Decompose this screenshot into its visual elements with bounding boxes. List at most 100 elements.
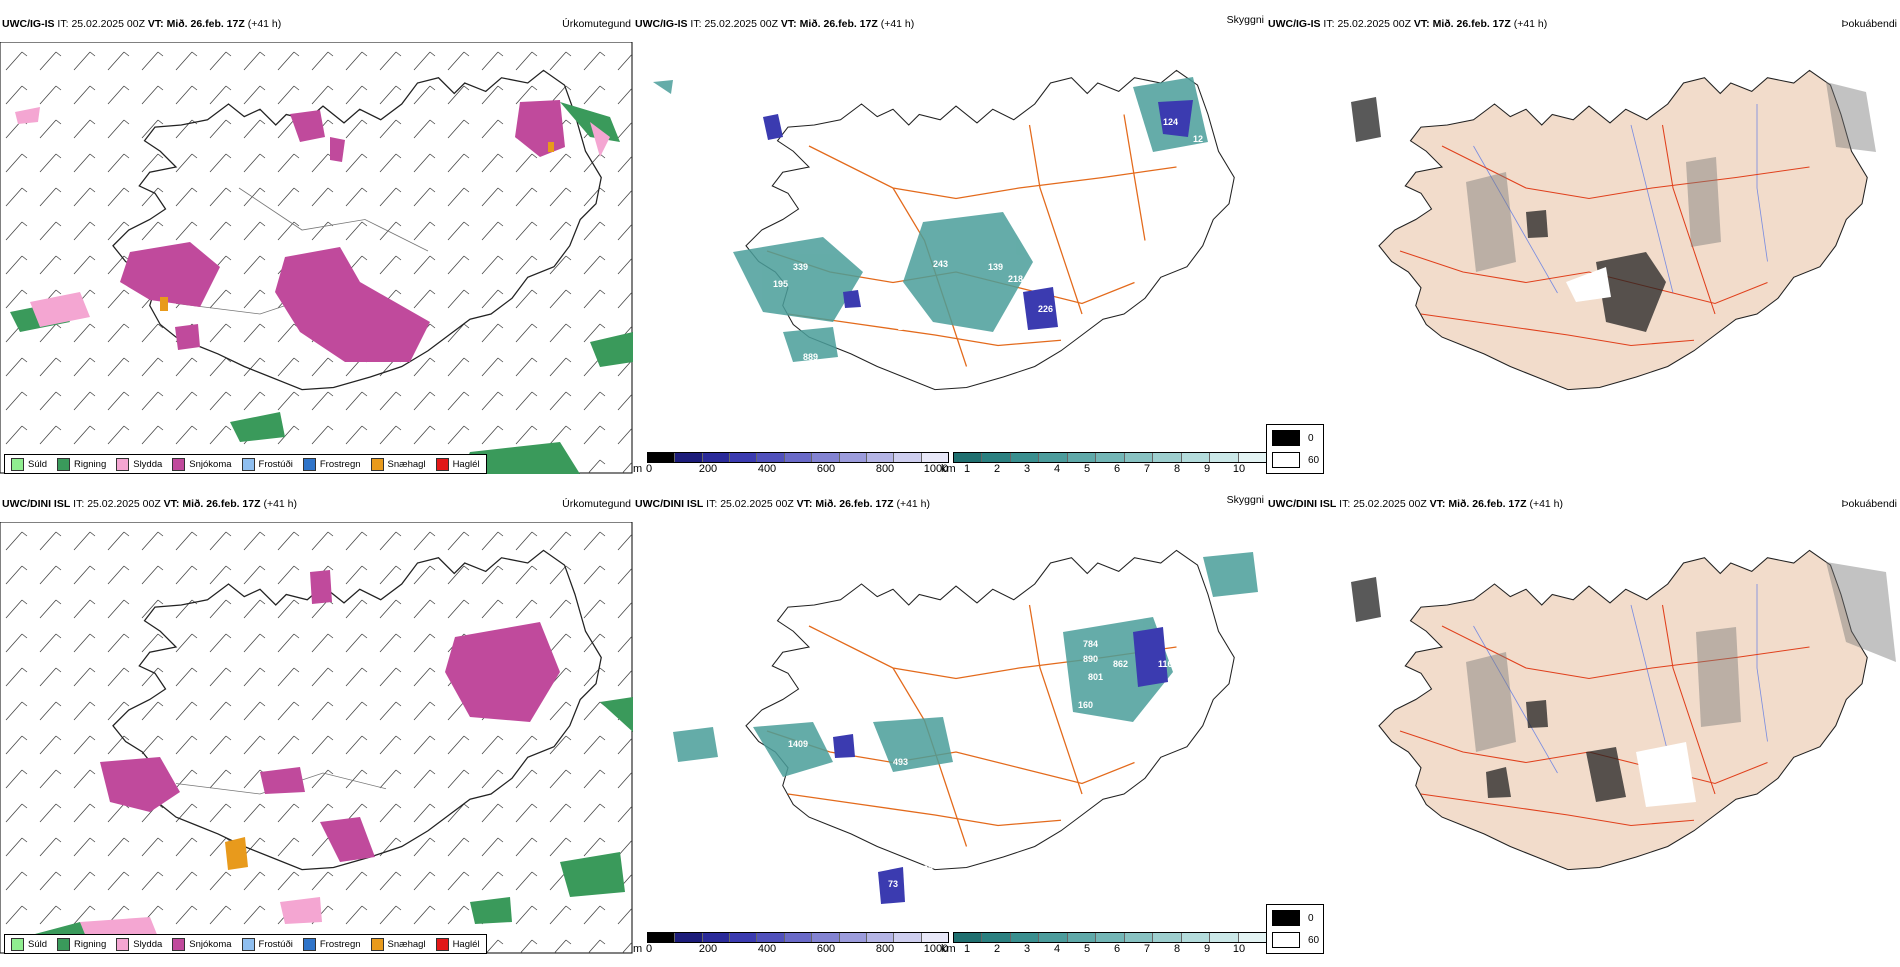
fog-swatch-0: [1272, 430, 1300, 446]
vis-label: 493: [893, 757, 908, 767]
legend-swatch: [302, 937, 316, 951]
visibility-panel-top: UWC/IG-IS IT: 25.02.2025 00Z VT: Mið. 26…: [633, 12, 1266, 487]
panel-header: UWC/IG-IS IT: 25.02.2025 00Z VT: Mið. 26…: [635, 14, 1264, 30]
vis-label: 226: [1038, 304, 1053, 314]
snow-pellets: [225, 837, 248, 870]
vis-label: 135: [918, 864, 933, 874]
precip-panel-top: UWC/IG-IS IT: 25.02.2025 00Z VT: Mið. 26…: [0, 12, 633, 487]
vis-label: 890: [1083, 654, 1098, 664]
fog-legend: 0 60: [1266, 424, 1324, 474]
colorbar-km-bar: [953, 452, 1266, 463]
panel-header: UWC/DINI ISL IT: 25.02.2025 00Z VT: Mið.…: [635, 494, 1264, 510]
vis-labels: 784 862 890 801 116 305 160 847 1409 151…: [728, 639, 1193, 889]
legend-swatch: [11, 457, 24, 471]
vis-label: 73: [888, 879, 898, 889]
fog-swatch-60: [1272, 452, 1300, 468]
legend-swatch: [172, 937, 186, 951]
fog-swatch-60: [1272, 932, 1300, 948]
vis-label: 784: [1083, 639, 1098, 649]
legend-item-snjokoma: Snjókoma: [172, 457, 232, 471]
colorbar-m-bar: [647, 932, 949, 943]
legend-swatch: [435, 937, 449, 951]
colorbar-m-bar: [647, 452, 949, 463]
vis-label: 305: [1178, 639, 1193, 649]
fog-gray: [1466, 562, 1896, 752]
legend-item-frostregn: Frostregn: [302, 937, 361, 951]
fog-map: [1351, 69, 1876, 391]
legend-swatch: [57, 937, 71, 951]
vis-label: 113: [913, 360, 928, 370]
vis-label: 900: [968, 772, 983, 782]
vis-label: 218: [1008, 274, 1023, 284]
vis-label: 139: [988, 262, 1003, 272]
visibility-panel-bottom: UWC/DINI ISL IT: 25.02.2025 00Z VT: Mið.…: [633, 492, 1266, 967]
panel-header: UWC/DINI ISL IT: 25.02.2025 00Z VT: Mið.…: [1268, 498, 1897, 510]
precip-map: [0, 522, 633, 954]
fog-panel-bottom: UWC/DINI ISL IT: 25.02.2025 00Z VT: Mið.…: [1266, 492, 1899, 967]
fog-swatch-0: [1272, 910, 1300, 926]
legend-swatch: [241, 457, 255, 471]
vis-label: 852: [973, 330, 988, 340]
precip-panel-bottom: UWC/DINI ISL IT: 25.02.2025 00Z VT: Mið.…: [0, 492, 633, 967]
panel-title: Úrkomutegund: [562, 498, 631, 510]
legend-item-snjokoma: Snjókoma: [172, 937, 232, 951]
vis-label: 293: [888, 779, 903, 789]
vis-label: 129: [868, 744, 883, 754]
vis-label: 847: [728, 744, 743, 754]
fog-dark: [1351, 577, 1626, 802]
legend-item-snaehagl: Snæhagl: [370, 457, 426, 471]
legend-swatch: [370, 937, 384, 951]
fog-white-area: [1566, 267, 1611, 302]
vis-labels: 124 12 339 243 139 218 226 852 87 889 20…: [773, 117, 1203, 408]
fog-map: [1351, 549, 1896, 871]
vis-label: 801: [1088, 672, 1103, 682]
vis-label: 160: [1078, 700, 1093, 710]
snow-areas: [100, 570, 560, 862]
vis-label: 116: [1158, 659, 1173, 669]
vis-label: 889: [803, 352, 818, 362]
vis-green: [653, 77, 1208, 362]
panel-title: Skyggni: [1226, 494, 1264, 506]
legend-swatch: [302, 457, 316, 471]
vis-label: 862: [1113, 659, 1128, 669]
panel-header: UWC/IG-IS IT: 25.02.2025 00Z VT: Mið. 26…: [2, 18, 631, 30]
legend-item-sud: Súld: [11, 457, 47, 471]
panel-title: Þokuábendi: [1841, 18, 1897, 30]
vis-label: 285: [838, 784, 853, 794]
panel-title: Þokuábendi: [1841, 498, 1897, 510]
visibility-map: 124 12 339 243 139 218 226 852 87 889 20…: [653, 69, 1235, 408]
panel-header: UWC/IG-IS IT: 25.02.2025 00Z VT: Mið. 26…: [1268, 18, 1897, 30]
vis-label: 243: [933, 259, 948, 269]
fog-dark: [1351, 97, 1666, 332]
legend-swatch: [116, 937, 130, 951]
vis-label: 160: [863, 292, 878, 302]
vis-label: 151: [978, 699, 993, 709]
vis-label: 12: [1193, 134, 1203, 144]
legend-swatch: [435, 457, 449, 471]
vis-label: 339: [793, 262, 808, 272]
vis-label: 87: [1008, 324, 1018, 334]
legend-item-rigning: Rigning: [57, 937, 106, 951]
fog-panel-top: UWC/IG-IS IT: 25.02.2025 00Z VT: Mið. 26…: [1266, 12, 1899, 487]
vis-blue: [833, 627, 1168, 904]
legend-swatch: [11, 937, 24, 951]
colorbar-km-bar: [953, 932, 1266, 943]
legend-swatch: [116, 457, 130, 471]
vis-label: 86: [948, 724, 958, 734]
legend-item-haglel: Haglél: [435, 457, 480, 471]
legend-item-sud: Súld: [11, 937, 47, 951]
precip-map: [0, 42, 633, 474]
precip-legend: Súld Rigning Slydda Snjókoma Frostúði Fr…: [4, 934, 487, 954]
legend-swatch: [370, 457, 384, 471]
legend-item-slydda: Slydda: [116, 457, 162, 471]
fog-white-area: [1636, 742, 1696, 807]
legend-item-haglel: Haglél: [435, 937, 480, 951]
snow-pellets: [160, 142, 554, 311]
legend-item-slydda: Slydda: [116, 937, 162, 951]
vis-blue: [763, 100, 1193, 330]
visibility-map: 784 862 890 801 116 305 160 847 1409 151…: [673, 549, 1258, 904]
legend-item-frostregn: Frostregn: [302, 457, 361, 471]
panel-title: Skyggni: [1226, 14, 1264, 26]
legend-item-frostudi: Frostúði: [241, 937, 293, 951]
panel-title: Úrkomutegund: [562, 18, 631, 30]
